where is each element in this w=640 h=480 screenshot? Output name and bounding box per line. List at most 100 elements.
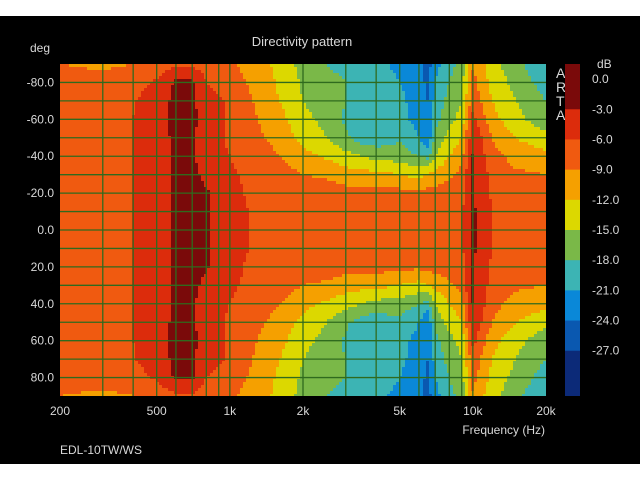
heatmap-cell bbox=[489, 94, 492, 97]
heatmap-cell bbox=[387, 103, 390, 106]
heatmap-cell bbox=[108, 79, 111, 82]
heatmap-cell bbox=[282, 70, 285, 73]
heatmap-cell bbox=[273, 130, 276, 133]
heatmap-cell bbox=[105, 121, 108, 124]
heatmap-cell bbox=[501, 94, 504, 97]
heatmap-cell bbox=[267, 133, 270, 136]
heatmap-cell bbox=[117, 67, 120, 70]
heatmap-cell bbox=[267, 130, 270, 133]
heatmap-cell bbox=[405, 64, 408, 67]
heatmap-cell bbox=[300, 127, 303, 130]
heatmap-cell bbox=[108, 106, 111, 109]
heatmap-cell bbox=[522, 97, 525, 100]
heatmap-cell bbox=[141, 103, 144, 106]
heatmap-cell bbox=[363, 127, 366, 130]
heatmap-cell bbox=[306, 154, 309, 157]
heatmap-cell bbox=[195, 154, 198, 157]
heatmap-cell bbox=[540, 79, 543, 82]
heatmap-cell bbox=[468, 76, 471, 79]
heatmap-cell bbox=[189, 130, 192, 133]
heatmap-cell bbox=[378, 103, 381, 106]
heatmap-cell bbox=[336, 97, 339, 100]
heatmap-cell bbox=[339, 127, 342, 130]
heatmap-cell bbox=[444, 124, 447, 127]
heatmap-cell bbox=[330, 112, 333, 115]
heatmap-cell bbox=[366, 91, 369, 94]
heatmap-cell bbox=[201, 121, 204, 124]
heatmap-cell bbox=[198, 97, 201, 100]
heatmap-cell bbox=[486, 88, 489, 91]
heatmap-cell bbox=[309, 97, 312, 100]
heatmap-cell bbox=[369, 145, 372, 148]
heatmap-cell bbox=[363, 151, 366, 154]
heatmap-cell bbox=[324, 76, 327, 79]
heatmap-cell bbox=[492, 127, 495, 130]
heatmap-cell bbox=[312, 73, 315, 76]
heatmap-cell bbox=[291, 154, 294, 157]
heatmap-cell bbox=[141, 145, 144, 148]
heatmap-cell bbox=[411, 154, 414, 157]
heatmap-cell bbox=[291, 127, 294, 130]
heatmap-cell bbox=[405, 133, 408, 136]
heatmap-cell bbox=[468, 145, 471, 148]
heatmap-cell bbox=[105, 151, 108, 154]
heatmap-cell bbox=[318, 151, 321, 154]
heatmap-cell bbox=[192, 148, 195, 151]
heatmap-cell bbox=[303, 73, 306, 76]
heatmap-cell bbox=[321, 121, 324, 124]
heatmap-cell bbox=[462, 109, 465, 112]
heatmap-cell bbox=[141, 148, 144, 151]
heatmap-cell bbox=[105, 79, 108, 82]
heatmap-cell bbox=[444, 109, 447, 112]
heatmap-cell bbox=[342, 79, 345, 82]
heatmap-cell bbox=[540, 151, 543, 154]
heatmap-cell bbox=[75, 64, 78, 67]
heatmap-cell bbox=[225, 151, 228, 154]
heatmap-cell bbox=[135, 109, 138, 112]
heatmap-cell bbox=[144, 79, 147, 82]
heatmap-cell bbox=[366, 67, 369, 70]
heatmap-cell bbox=[390, 130, 393, 133]
heatmap-cell bbox=[102, 130, 105, 133]
heatmap-cell bbox=[399, 73, 402, 76]
heatmap-cell bbox=[402, 115, 405, 118]
heatmap-cell bbox=[531, 127, 534, 130]
heatmap-cell bbox=[294, 76, 297, 79]
heatmap-cell bbox=[243, 151, 246, 154]
heatmap-cell bbox=[432, 91, 435, 94]
heatmap-cell bbox=[543, 121, 546, 124]
heatmap-cell bbox=[354, 151, 357, 154]
heatmap-cell bbox=[249, 151, 252, 154]
heatmap-cell bbox=[84, 154, 87, 157]
heatmap-cell bbox=[480, 142, 483, 145]
heatmap-cell bbox=[381, 97, 384, 100]
heatmap-cell bbox=[534, 139, 537, 142]
heatmap-cell bbox=[72, 82, 75, 85]
heatmap-cell bbox=[333, 121, 336, 124]
heatmap-cell bbox=[243, 67, 246, 70]
heatmap-cell bbox=[249, 112, 252, 115]
heatmap-cell bbox=[258, 91, 261, 94]
heatmap-cell bbox=[312, 76, 315, 79]
heatmap-cell bbox=[135, 106, 138, 109]
heatmap-cell bbox=[468, 73, 471, 76]
heatmap-cell bbox=[165, 79, 168, 82]
heatmap-cell bbox=[540, 148, 543, 151]
heatmap-cell bbox=[396, 124, 399, 127]
heatmap-cell bbox=[198, 151, 201, 154]
heatmap-cell bbox=[267, 154, 270, 157]
heatmap-cell bbox=[264, 145, 267, 148]
heatmap-cell bbox=[351, 112, 354, 115]
heatmap-cell bbox=[312, 103, 315, 106]
heatmap-cell bbox=[444, 139, 447, 142]
heatmap-cell bbox=[411, 79, 414, 82]
heatmap-cell bbox=[441, 109, 444, 112]
heatmap-cell bbox=[207, 79, 210, 82]
heatmap-cell bbox=[498, 103, 501, 106]
heatmap-cell bbox=[252, 67, 255, 70]
heatmap-cell bbox=[534, 148, 537, 151]
heatmap-cell bbox=[399, 97, 402, 100]
heatmap-cell bbox=[540, 115, 543, 118]
heatmap-cell bbox=[69, 109, 72, 112]
heatmap-cell bbox=[351, 115, 354, 118]
